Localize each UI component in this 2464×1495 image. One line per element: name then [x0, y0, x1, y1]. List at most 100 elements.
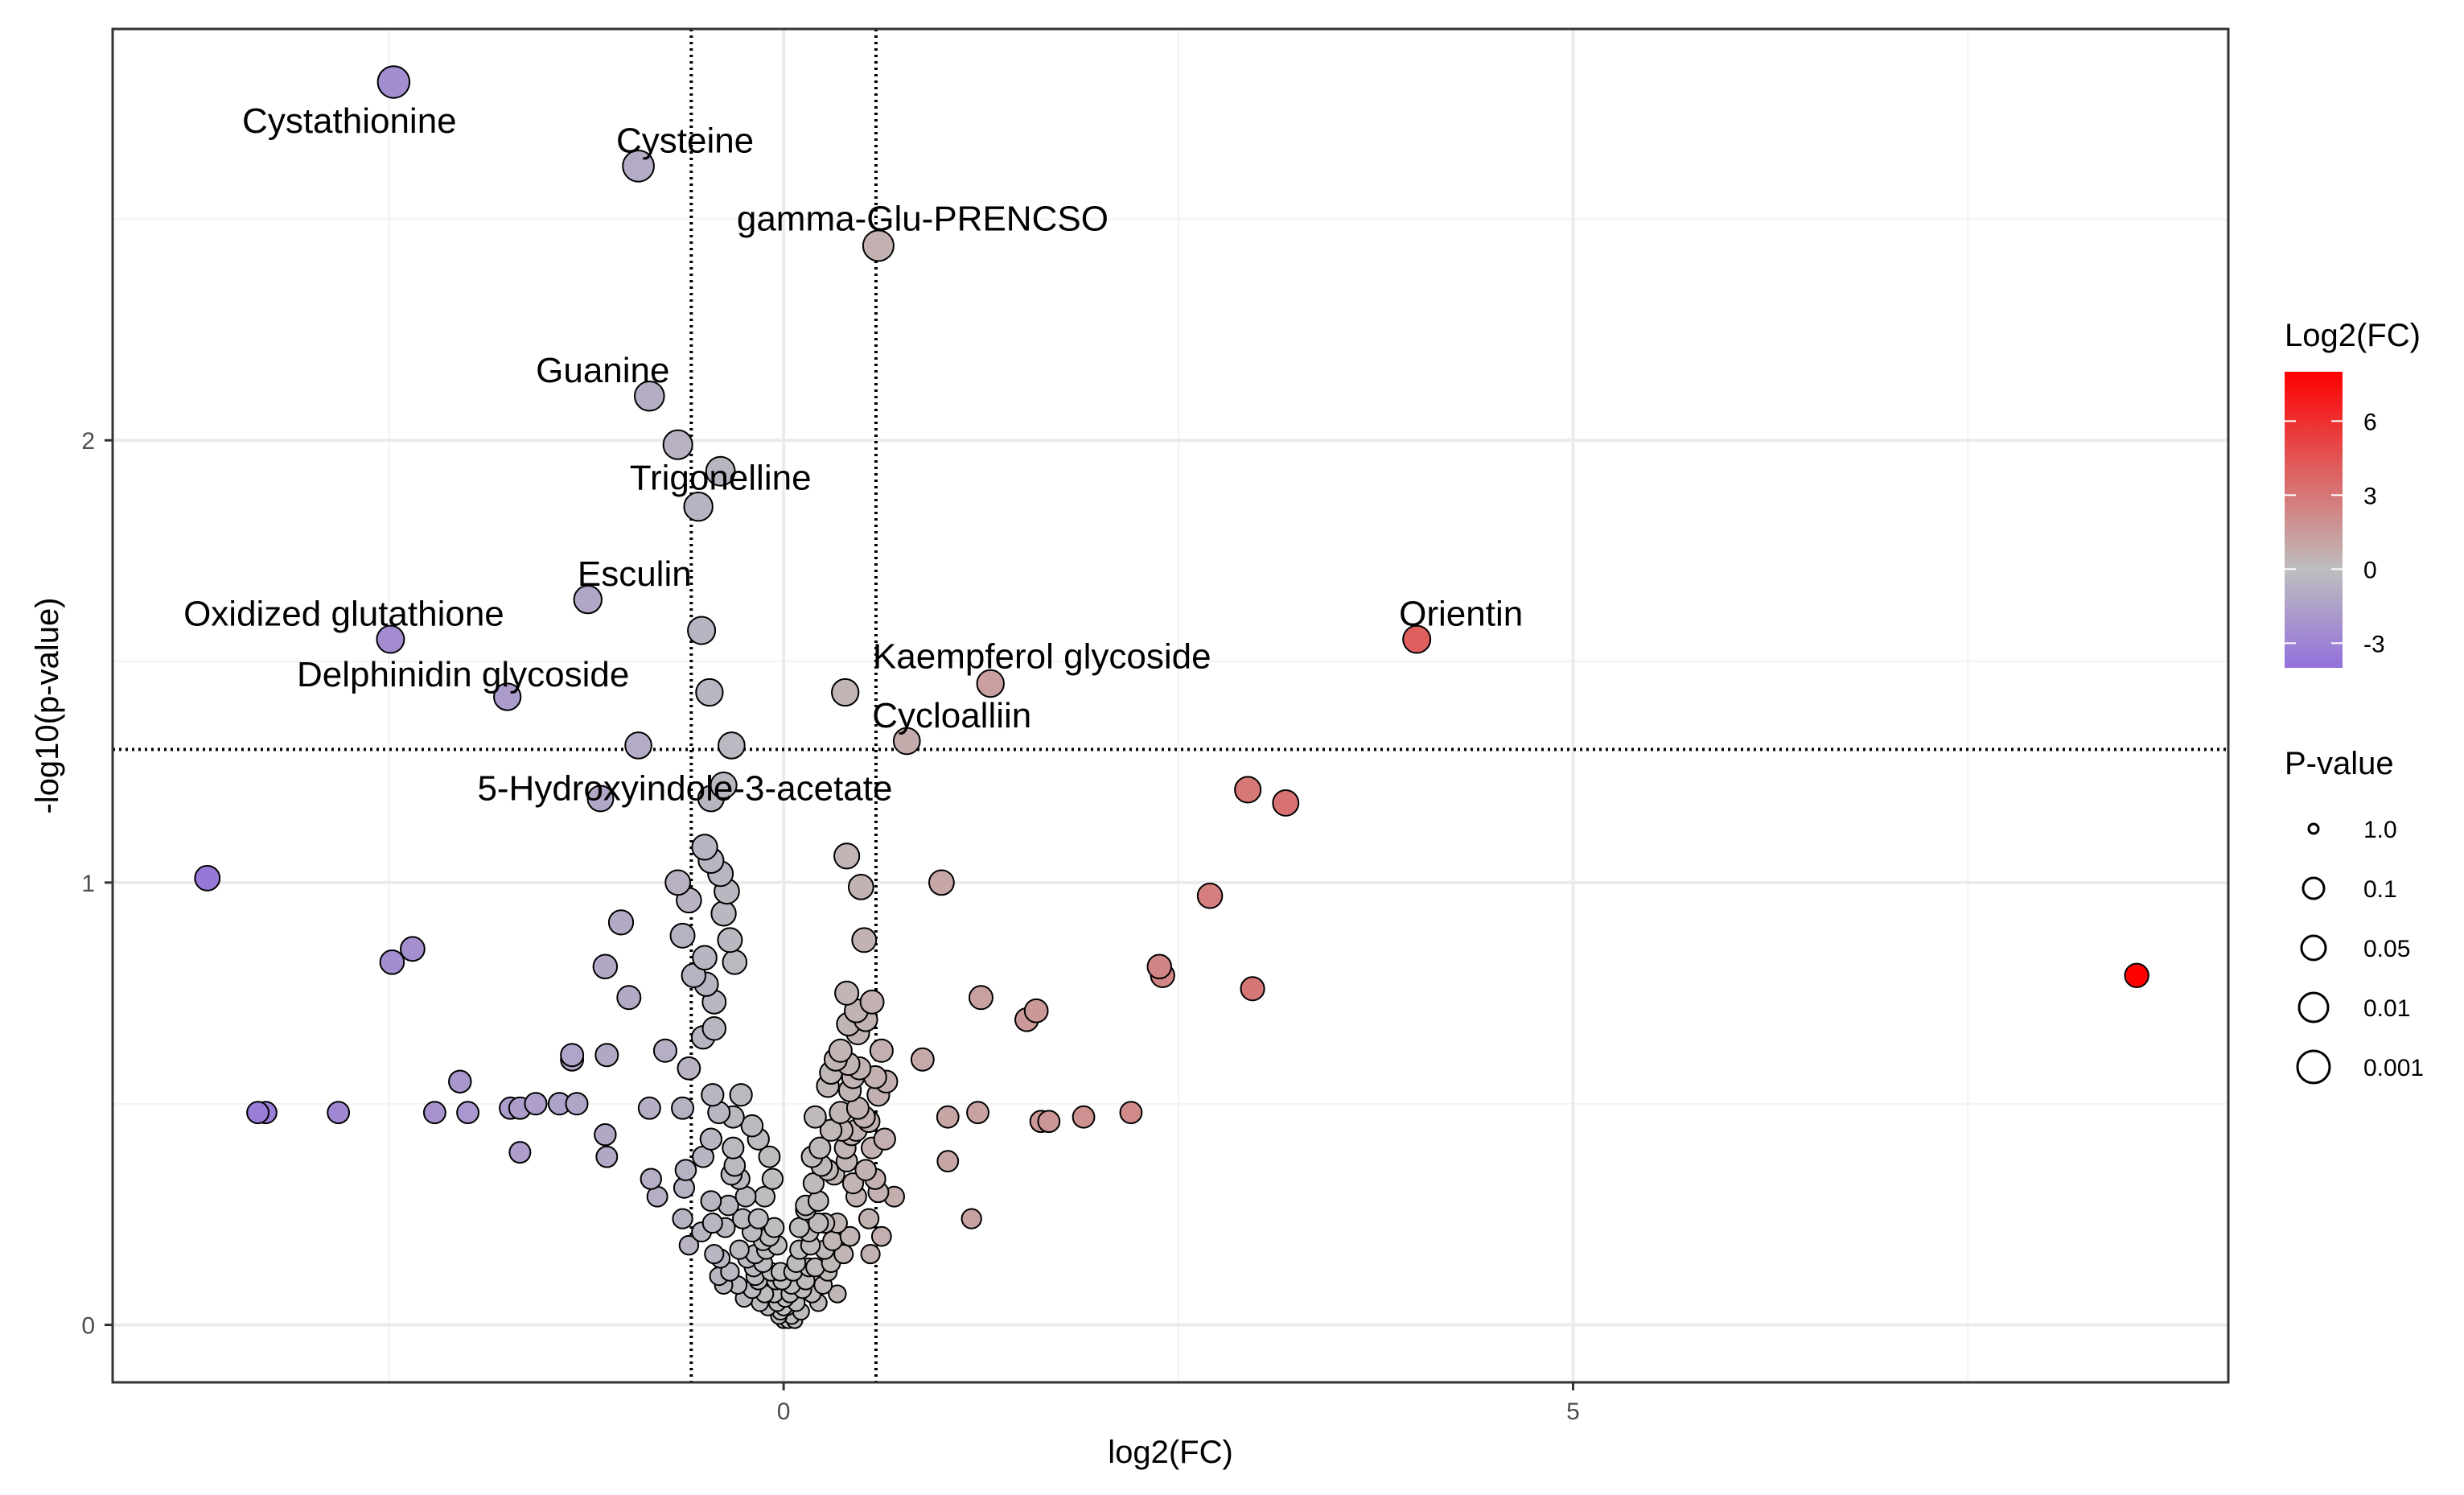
data-point [674, 1159, 697, 1181]
data-point [1402, 624, 1432, 654]
data-point [758, 1145, 781, 1168]
data-point [788, 1217, 810, 1238]
point-label: 5-Hydroxyindole-3-acetate [477, 768, 892, 808]
data-point [573, 584, 603, 615]
data-point [701, 1213, 723, 1234]
data-point [710, 771, 738, 800]
size-legend-label: 1.0 [2363, 817, 2397, 843]
data-point [966, 1101, 989, 1125]
data-point [859, 989, 885, 1015]
data-point [634, 380, 665, 412]
data-point [1037, 1110, 1061, 1134]
data-point [456, 1101, 480, 1125]
data-point [700, 1190, 722, 1213]
data-point [701, 1083, 725, 1107]
data-point [860, 1244, 881, 1265]
data-point [763, 1217, 785, 1238]
data-point [873, 1127, 896, 1151]
data-point [594, 1122, 617, 1147]
data-point [808, 1213, 829, 1234]
data-point [2124, 962, 2149, 988]
x-tick-label: 5 [1566, 1398, 1580, 1425]
data-point [854, 1159, 877, 1181]
data-point [422, 1101, 446, 1125]
size-legend-label: 0.01 [2363, 995, 2410, 1022]
size-legend-label: 0.05 [2363, 936, 2410, 962]
data-point [1119, 1101, 1143, 1125]
data-point [961, 1208, 982, 1229]
y-axis-ticks: 0 1 2 [81, 428, 113, 1340]
data-point [691, 834, 718, 861]
data-point [841, 1172, 865, 1195]
data-point [592, 953, 619, 980]
data-point [1023, 998, 1049, 1023]
color-legend-ticks: 6 3 0 -3 [2285, 409, 2385, 657]
y-axis-title: -log10(p-value) [30, 597, 65, 813]
data-point [710, 900, 737, 927]
point-labels: Cystathionine Cysteine gamma-Glu-PRENCSO Gu… [183, 101, 1523, 808]
data-point [664, 869, 692, 896]
data-point [669, 922, 696, 949]
point-label: Oxidized glutathione [183, 595, 504, 634]
data-point [819, 1118, 843, 1142]
point-label: Cysteine [616, 121, 754, 160]
x-axis-title: log2(FC) [1108, 1435, 1233, 1470]
data-point [672, 1208, 693, 1229]
data-point [508, 1141, 532, 1164]
plot-panel [113, 29, 2228, 1382]
size-legend-label: 0.001 [2363, 1055, 2424, 1081]
data-point [936, 1105, 960, 1129]
data-point [839, 1225, 861, 1247]
data-point [1146, 953, 1173, 980]
size-legend-key [2296, 1049, 2331, 1085]
data-point [246, 1101, 270, 1125]
data-point [720, 1262, 740, 1282]
data-point [637, 1096, 661, 1120]
data-point [692, 945, 718, 971]
data-point [695, 677, 724, 707]
data-point [640, 1168, 662, 1190]
point-label: Orientin [1399, 595, 1523, 634]
point-label: Esculin [578, 554, 692, 594]
data-point [851, 927, 878, 953]
data-point [740, 1114, 764, 1138]
data-point [833, 1244, 854, 1265]
point-label: Delphinidin glycoside [297, 655, 629, 694]
color-legend-label: 3 [2363, 483, 2377, 509]
data-point [828, 1038, 853, 1063]
size-legend: P-value 1.0 0.1 0.05 0.01 0.001 [2285, 746, 2424, 1085]
data-point [722, 1136, 745, 1159]
data-point [808, 1136, 832, 1159]
data-point [701, 1016, 727, 1041]
data-point [524, 1092, 548, 1116]
data-point [194, 864, 221, 892]
data-point [622, 150, 655, 183]
data-point [858, 1208, 880, 1229]
data-point [869, 1038, 894, 1063]
size-legend-key [2300, 934, 2327, 962]
color-legend-label: 6 [2363, 409, 2377, 435]
data-point [652, 1038, 677, 1063]
y-tick-label: 2 [81, 428, 95, 455]
data-point [565, 1092, 589, 1116]
color-legend-label: -3 [2363, 631, 2385, 657]
data-point [928, 869, 955, 896]
data-point [822, 1230, 843, 1251]
size-legend-label: 0.1 [2363, 876, 2397, 903]
data-point [1072, 1105, 1096, 1129]
color-legend-bar [2285, 372, 2343, 668]
grid-major [113, 29, 2228, 1382]
data-point [936, 1150, 960, 1173]
y-tick-label: 1 [81, 871, 95, 897]
data-point [595, 1145, 619, 1168]
data-point [327, 1101, 351, 1125]
data-point [729, 1083, 753, 1107]
y-tick-label: 0 [81, 1313, 95, 1340]
point-label: Cystathionine [242, 101, 457, 141]
data-point [705, 455, 736, 487]
point-label: Kaempferol glycoside [873, 637, 1211, 677]
data-point [687, 616, 717, 645]
data-point [722, 949, 748, 975]
data-point [717, 927, 743, 953]
